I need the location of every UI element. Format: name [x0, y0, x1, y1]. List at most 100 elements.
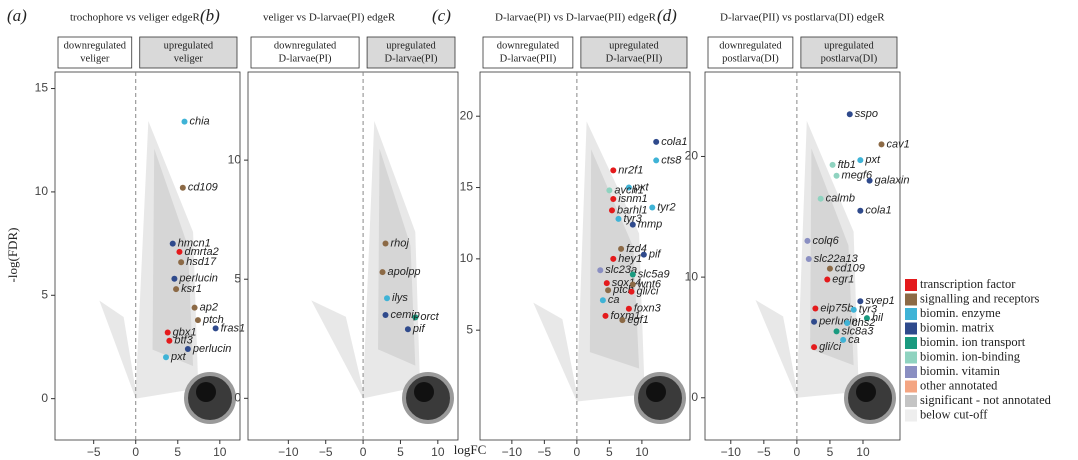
- x-tick-label: −5: [319, 445, 333, 459]
- strip-box: [139, 36, 238, 69]
- gene-point: [606, 187, 613, 194]
- gene-point: [653, 157, 660, 164]
- panel-letter: (d): [657, 6, 677, 25]
- legend-label: biomin. ion-binding: [920, 349, 1021, 363]
- panel-title: trochophore vs veliger edgeR: [70, 12, 200, 24]
- gene-label: calmb: [826, 193, 855, 205]
- gene-label: ksr1: [181, 283, 202, 295]
- panel-title: veliger vs D-larvae(PI) edgeR: [263, 12, 396, 24]
- gene-point: [840, 336, 847, 343]
- gene-label: hey1: [618, 253, 642, 265]
- strip-label: downregulated: [274, 40, 337, 51]
- gene-label: cola1: [865, 205, 891, 217]
- gene-point: [404, 326, 411, 333]
- strip-label: D-larvae(PI): [279, 53, 333, 64]
- gene-point: [625, 184, 632, 191]
- significant-points: [810, 148, 854, 366]
- x-tick-label: 5: [174, 445, 181, 459]
- gene-point: [824, 276, 831, 283]
- gene-point: [640, 251, 647, 258]
- gene-label: ptch: [202, 314, 224, 326]
- strip-box: [800, 36, 898, 69]
- gene-point: [212, 325, 219, 332]
- gene-point: [833, 172, 840, 179]
- strip-label: upregulated: [164, 40, 214, 51]
- gene-label: tyr3: [623, 213, 642, 225]
- gene-point: [829, 161, 836, 168]
- legend-label: below cut-off: [920, 407, 988, 421]
- gene-label: cemip: [391, 309, 420, 321]
- legend-swatch: [905, 337, 917, 349]
- x-tick-label: −10: [502, 445, 523, 459]
- gene-point: [826, 265, 833, 272]
- y-axis-label: -log(FDR): [5, 228, 20, 283]
- gene-point: [653, 138, 660, 145]
- gene-label: foxm1: [610, 310, 640, 322]
- gene-label: rhoj: [391, 237, 410, 249]
- gene-point: [863, 315, 870, 322]
- gene-point: [605, 287, 612, 294]
- x-tick-label: 10: [213, 445, 227, 459]
- gene-label: pif: [648, 248, 662, 260]
- gene-point: [178, 259, 185, 266]
- y-tick-label: 0: [234, 390, 241, 404]
- y-tick-label: 10: [35, 184, 49, 198]
- y-tick-label: 15: [35, 81, 49, 95]
- panel-letter: (c): [432, 6, 451, 25]
- panel-letter: (a): [7, 6, 27, 25]
- gene-point: [191, 304, 198, 311]
- x-tick-label: 10: [856, 445, 870, 459]
- gene-label: pxt: [170, 351, 187, 363]
- gene-point: [629, 221, 636, 228]
- gene-point: [382, 240, 389, 247]
- gene-point: [625, 305, 632, 312]
- gene-label: gbx1: [173, 326, 197, 338]
- gene-label: cd109: [835, 263, 865, 275]
- gene-label: egr1: [832, 273, 854, 285]
- x-tick-label: 0: [132, 445, 139, 459]
- y-tick-label: 10: [685, 269, 699, 283]
- gene-point: [384, 295, 391, 302]
- gene-point: [163, 354, 169, 361]
- y-tick-label: 5: [466, 322, 473, 336]
- gene-label: sspo: [855, 108, 878, 120]
- gene-point: [850, 306, 857, 313]
- gene-label: pxt: [864, 154, 881, 166]
- gene-point: [618, 245, 625, 252]
- gene-label: perlucin: [192, 343, 232, 355]
- panel-letter: (b): [200, 6, 220, 25]
- gene-point: [602, 312, 609, 319]
- gene-point: [176, 248, 183, 255]
- y-tick-label: 10: [460, 251, 474, 265]
- significant-points: [378, 148, 416, 366]
- gene-point: [629, 271, 636, 278]
- gene-point: [811, 318, 818, 325]
- embryo-image-highlight: [196, 382, 216, 402]
- gene-label: wnt6: [638, 278, 662, 290]
- legend-swatch: [905, 380, 917, 393]
- strip-label: postlarva(DI): [722, 53, 779, 64]
- gene-point: [812, 305, 819, 312]
- gene-label: slc23a: [605, 264, 637, 276]
- gene-point: [805, 256, 812, 263]
- y-tick-label: 0: [41, 391, 48, 405]
- gene-label: gli/ci: [819, 341, 842, 353]
- strip-box: [707, 36, 794, 69]
- legend-swatch: [905, 308, 917, 320]
- gene-label: cola1: [661, 136, 687, 148]
- gene-point: [857, 157, 864, 164]
- embryo-image-highlight: [646, 382, 666, 402]
- gene-label: pif: [412, 323, 426, 335]
- gene-label: pxt: [633, 181, 650, 193]
- gene-point: [610, 167, 617, 174]
- y-tick-label: 5: [41, 287, 48, 301]
- gene-point: [857, 207, 864, 214]
- strip-label: downregulated: [719, 40, 782, 51]
- gene-label: ptch: [612, 284, 634, 296]
- gene-point: [608, 207, 615, 214]
- gene-label: mmp: [638, 219, 662, 231]
- gene-point: [811, 344, 818, 351]
- gene-point: [804, 237, 811, 244]
- legend-label: biomin. vitamin: [920, 364, 1001, 378]
- strip-label: upregulated: [386, 40, 436, 51]
